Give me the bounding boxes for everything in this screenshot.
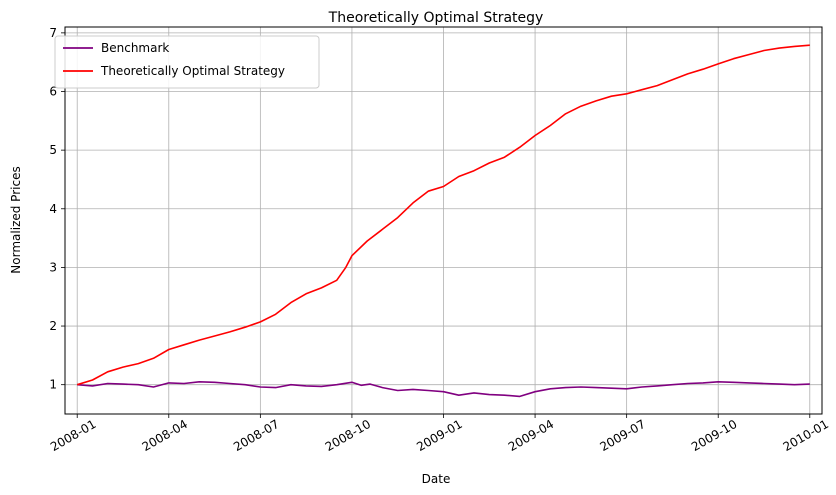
x-tick-label: 2009-04 — [506, 417, 556, 454]
x-tick-label: 2009-10 — [689, 417, 739, 454]
legend-label-benchmark: Benchmark — [101, 41, 169, 55]
y-tick-label: 4 — [49, 202, 57, 216]
y-tick-label: 1 — [49, 378, 57, 392]
legend-box — [54, 35, 320, 89]
x-tick-label: 2008-07 — [231, 417, 281, 454]
y-tick-label: 5 — [49, 143, 57, 157]
chart-title: Theoretically Optimal Strategy — [328, 10, 544, 26]
legend: Benchmark Theoretically Optimal Strategy — [54, 35, 320, 89]
x-tick-label: 2009-01 — [414, 417, 464, 454]
grid — [65, 27, 822, 414]
legend-label-optimal: Theoretically Optimal Strategy — [100, 64, 285, 78]
y-tick-label: 6 — [49, 85, 57, 99]
y-tick-label: 7 — [49, 26, 57, 40]
y-tick-label: 3 — [49, 260, 57, 274]
x-tick-label: 2008-10 — [323, 417, 373, 454]
x-tick-label: 2010-01 — [781, 417, 831, 454]
series-layer — [76, 44, 810, 398]
y-axis-label: Normalized Prices — [9, 166, 23, 273]
x-axis: 2008-01 2008-04 2008-07 2008-10 2009-01 2009-… — [48, 414, 831, 454]
y-tick-label: 2 — [49, 319, 57, 333]
y-axis: 1 2 3 4 5 6 7 — [49, 26, 65, 392]
series-line-benchmark — [77, 381, 810, 398]
x-tick-label: 2009-07 — [597, 417, 647, 454]
x-axis-label: Date — [422, 472, 451, 486]
series-line-optimal-strategy — [76, 44, 810, 386]
x-tick-label: 2008-04 — [140, 417, 190, 454]
x-tick-label: 2008-01 — [48, 417, 98, 454]
